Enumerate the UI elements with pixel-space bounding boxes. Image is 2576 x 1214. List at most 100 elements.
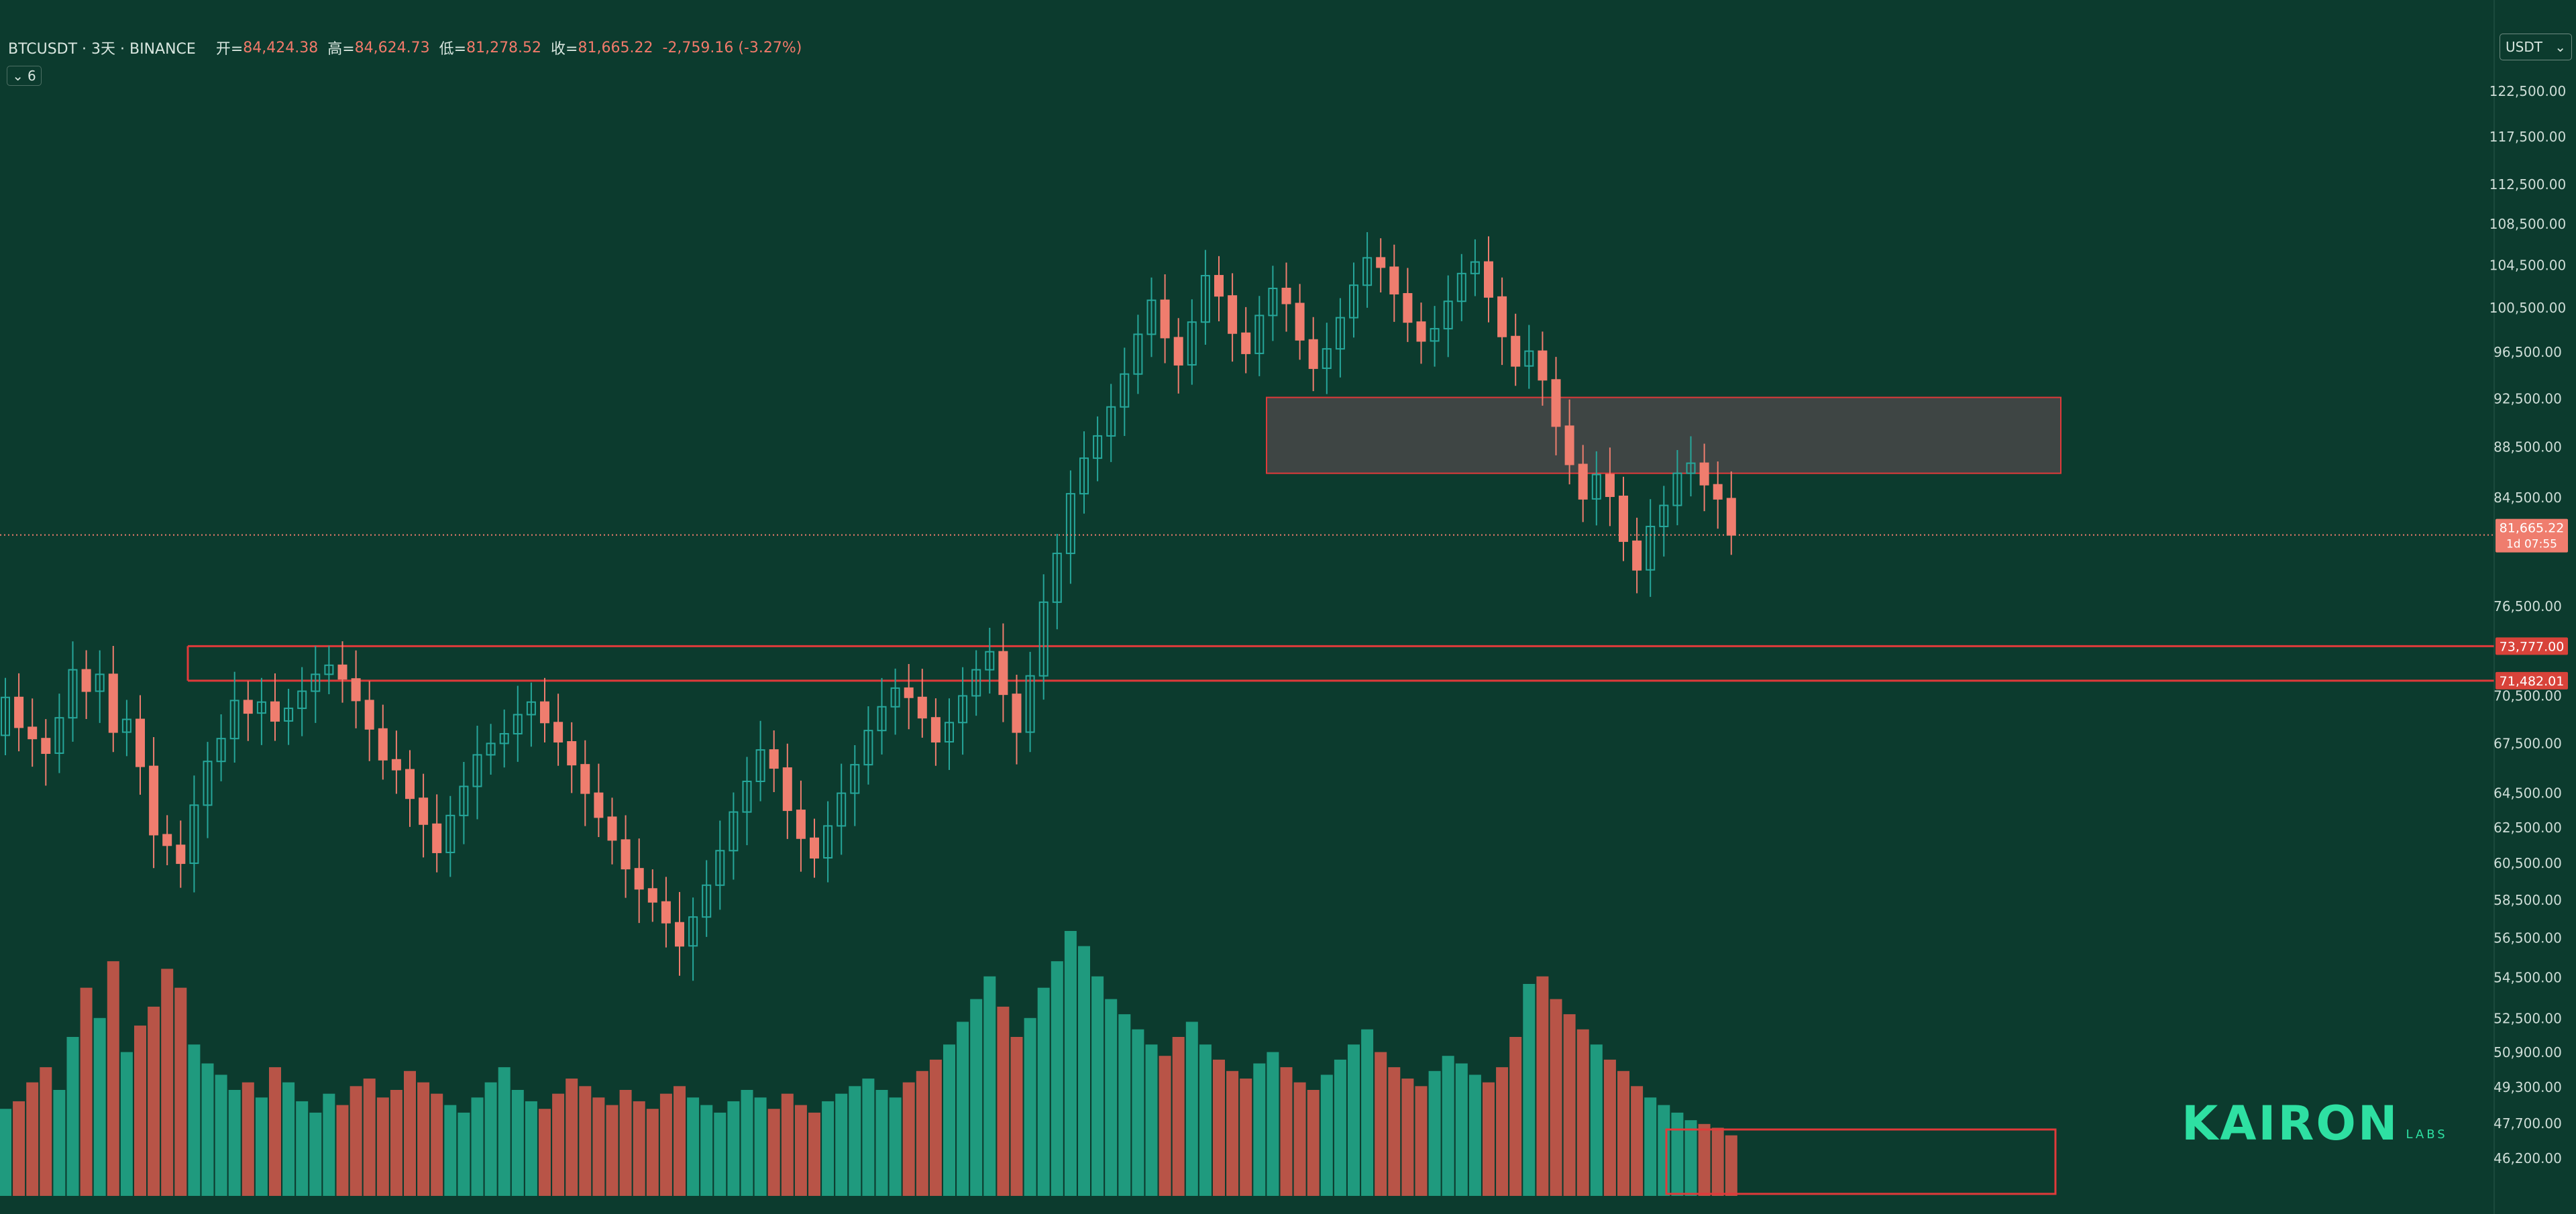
volume-bar: [417, 1082, 430, 1196]
candle-body: [580, 764, 590, 794]
candle-body: [985, 651, 995, 671]
volume-bar: [53, 1090, 66, 1196]
volume-bar: [1280, 1067, 1293, 1196]
candle-body: [1187, 321, 1197, 366]
candle-body: [1578, 463, 1588, 500]
volume-bar: [1576, 1029, 1589, 1196]
currency-value: USDT: [2506, 39, 2542, 55]
volume-bar: [957, 1022, 969, 1196]
candle-body: [823, 825, 833, 859]
candle-body: [297, 690, 307, 710]
candle-body: [1726, 498, 1736, 536]
price-tick-label: 67,500.00: [2493, 735, 2562, 751]
volume-bar: [525, 1101, 537, 1196]
candle-body: [1538, 350, 1548, 381]
volume-bar: [1698, 1123, 1711, 1196]
volume-bar: [902, 1082, 915, 1196]
candle-body: [621, 839, 631, 870]
volume-bar: [1483, 1082, 1495, 1196]
candle-body: [702, 884, 712, 918]
candle-body: [1416, 321, 1426, 342]
volume-bar: [1199, 1044, 1212, 1196]
candle-body: [634, 868, 644, 890]
candle-body: [567, 740, 577, 766]
volume-bar: [1725, 1135, 1737, 1196]
price-tick-label: 60,500.00: [2493, 855, 2562, 871]
candle-body: [1093, 435, 1103, 459]
candle-body: [661, 901, 671, 924]
candle-body: [1349, 284, 1358, 319]
candle-body: [945, 722, 954, 742]
candle-body: [486, 742, 496, 756]
candle-body: [432, 823, 442, 853]
price-tick-label: 56,500.00: [2493, 930, 2562, 946]
candle-body: [1052, 553, 1062, 603]
candle-body: [513, 714, 523, 734]
volume-bar: [350, 1086, 362, 1196]
candle-body: [1133, 333, 1143, 375]
candle-body: [675, 922, 684, 947]
volume-bar: [875, 1090, 888, 1196]
candle-body: [136, 718, 145, 767]
candle-body: [1443, 300, 1453, 330]
volume-bar: [80, 987, 93, 1196]
volume-bar: [1024, 1017, 1036, 1196]
volume-bar: [498, 1067, 511, 1196]
volume-bar: [120, 1052, 133, 1196]
candle-body: [1605, 474, 1615, 497]
candle-body: [337, 664, 347, 680]
volume-bar: [1631, 1086, 1644, 1196]
candle-body: [1646, 525, 1656, 571]
candle-body: [203, 761, 213, 806]
volume-bar: [579, 1086, 592, 1196]
candle-body: [1659, 504, 1669, 527]
candle-body: [378, 728, 388, 761]
candle-body: [1322, 348, 1332, 370]
indicators-toggle-button[interactable]: ⌄ 6: [7, 66, 42, 86]
countdown-label: 1d 07:55: [2506, 538, 2557, 551]
candle-body: [324, 664, 334, 675]
volume-bar: [1091, 976, 1104, 1196]
currency-select[interactable]: USDT ⌄: [2500, 34, 2572, 60]
resistance-zone: [1266, 396, 2061, 474]
candle-body: [607, 816, 617, 841]
level-label-bg: [2496, 671, 2568, 689]
candle-body: [1551, 379, 1561, 427]
candle-body: [810, 837, 819, 859]
logo-sub: LABS: [2406, 1127, 2448, 1142]
candle-body: [1456, 272, 1466, 302]
candle-body: [1200, 274, 1210, 323]
volume-bar: [835, 1093, 848, 1196]
price-tick-label: 58,500.00: [2493, 892, 2562, 908]
candle-body: [176, 844, 186, 865]
price-axis[interactable]: 46,200.00 47,700.00 49,300.00 50,900.00 52,5…: [2489, 0, 2567, 1214]
volume-bar: [1644, 1097, 1657, 1196]
volume-bar: [1132, 1029, 1144, 1196]
volume-bar: [161, 969, 174, 1196]
candle-body: [837, 792, 847, 827]
volume-bar: [674, 1086, 686, 1196]
candle-body: [1699, 462, 1709, 486]
candle-body: [229, 700, 239, 740]
volume-bar: [849, 1086, 861, 1196]
symbol-name[interactable]: BTCUSDT · 3天 · BINANCE: [8, 41, 196, 58]
candle-body: [1173, 337, 1183, 366]
volume-bar: [822, 1101, 835, 1196]
last-price-line-layer: 81,665.22 1d 07:55: [0, 518, 2568, 553]
volume-bar: [1401, 1079, 1414, 1196]
volume-bar: [1603, 1059, 1616, 1196]
price-tick-label: 62,500.00: [2493, 820, 2562, 836]
price-tick-label: 96,500.00: [2493, 344, 2562, 360]
volume-bar: [188, 1044, 201, 1196]
volume-bar: [619, 1090, 632, 1196]
volume-bar: [916, 1070, 928, 1196]
candle-body: [419, 797, 429, 825]
volume-bar: [741, 1090, 753, 1196]
kairon-logo: KAIRON LABS: [2182, 1093, 2448, 1147]
price-tick-label: 84,500.00: [2493, 490, 2562, 506]
volume-bar: [1105, 999, 1118, 1196]
volume-bar: [1145, 1044, 1158, 1196]
volume-bar: [444, 1105, 457, 1196]
candle-body: [256, 701, 266, 714]
